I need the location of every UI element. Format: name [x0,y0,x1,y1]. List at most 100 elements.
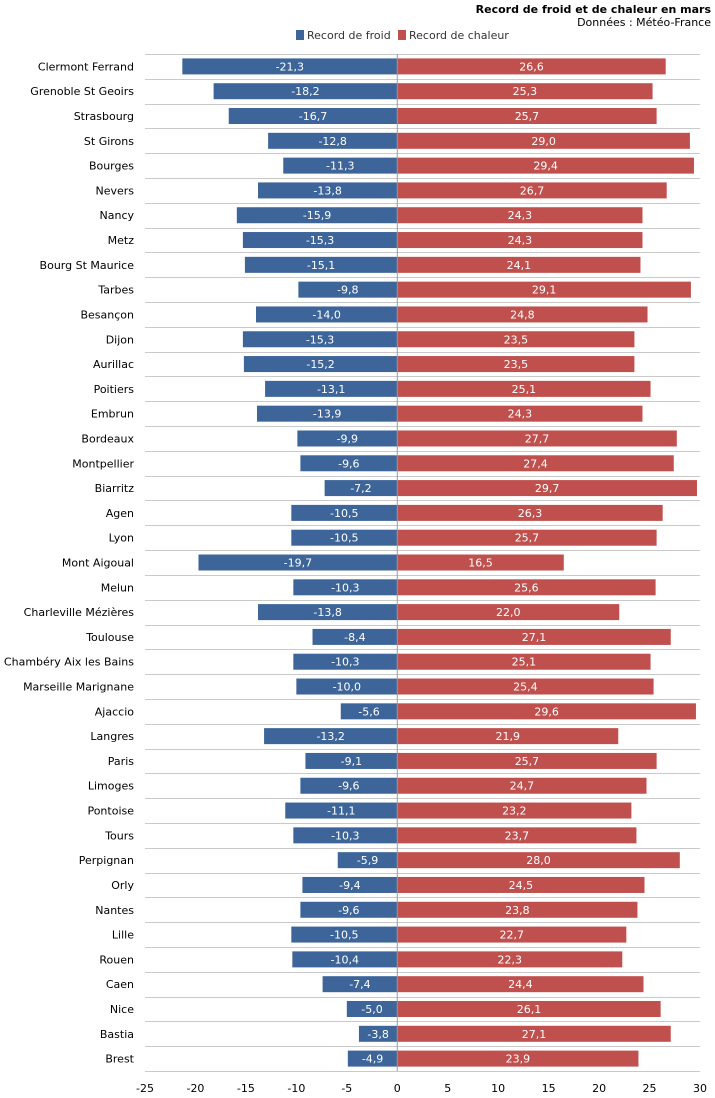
bar-value-hot: 25,1 [512,383,537,396]
category-label: Bastia [100,1028,134,1041]
bar-cold [291,529,398,546]
category-label: Caen [106,978,134,991]
category-label: Chambéry Aix les Bains [4,656,134,669]
bar-cold [285,802,398,819]
bar-hot [397,83,653,100]
bar-value-hot: 23,9 [506,1053,531,1066]
category-label: Limoges [88,780,134,793]
legend-swatch-cold [296,30,304,40]
bar-cold [300,455,398,472]
bar-value-hot: 26,7 [520,184,545,197]
bar-value-cold: -11,1 [327,805,355,818]
category-label: Strasbourg [74,110,134,123]
bar-value-cold: -10,5 [330,532,358,545]
x-tick-label: -25 [136,1082,154,1095]
bar-cold [296,678,398,695]
bar-value-hot: 25,7 [515,532,540,545]
bar-hot [397,306,648,323]
bar-value-hot: 24,7 [510,780,535,793]
x-tick-label: -5 [341,1082,352,1095]
category-label: Dijon [106,333,134,346]
category-label: Bourges [89,160,134,173]
bar-value-hot: 24,1 [507,259,532,272]
bar-cold [297,430,398,447]
bar-value-cold: -21,3 [276,60,304,73]
bar-hot [397,58,666,75]
bar-value-hot: 26,6 [519,60,544,73]
bar-hot [397,876,645,893]
bar-value-hot: 21,9 [496,730,521,743]
legend-label-hot: Record de chaleur [409,29,509,42]
category-label: Toulouse [85,631,134,644]
bar-value-cold: -9,1 [341,755,362,768]
bar-hot [397,802,632,819]
bar-value-cold: -15,1 [307,259,335,272]
bar-value-cold: -13,2 [316,730,344,743]
bar-hot [397,480,697,497]
bar-cold [298,281,398,298]
bar-value-hot: 23,5 [504,358,529,371]
category-label: Melun [101,581,134,594]
x-tick-label: 25 [643,1082,657,1095]
bar-cold [358,1025,398,1042]
bar-cold [312,628,398,645]
bar-cold [257,405,398,422]
bar-cold [213,83,398,100]
category-label: Montpellier [72,457,134,470]
x-tick-label: -15 [237,1082,255,1095]
bar-value-cold: -5,6 [358,705,379,718]
bar-cold [291,926,398,943]
category-label: Poitiers [94,383,135,396]
bar-value-cold: -8,4 [344,631,365,644]
bar-value-cold: -14,0 [312,308,340,321]
bar-value-hot: 29,7 [535,482,560,495]
bar-hot [397,132,690,149]
bar-value-hot: 25,7 [515,110,540,123]
bar-hot [397,976,644,993]
category-label: Ajaccio [95,705,134,718]
bar-value-hot: 24,3 [508,209,533,222]
bar-value-cold: -10,5 [330,929,358,942]
bar-value-cold: -7,4 [349,978,370,991]
category-label: Embrun [91,408,134,421]
category-label: Rouen [99,953,134,966]
category-label: Biarritz [95,482,135,495]
bar-value-hot: 24,4 [508,978,533,991]
category-label: Marseille Marignane [23,681,134,694]
bar-value-hot: 25,6 [514,581,539,594]
bar-cold [337,852,398,869]
bars: -21,3 26,6 -18,2 25,3 -16,7 25,7 -12,8 29,0 -11,… [182,54,697,1071]
bar-value-cold: -9,6 [338,904,359,917]
bar-value-cold: -13,8 [313,184,341,197]
category-label: Grenoble St Geoirs [30,85,134,98]
bar-value-hot: 25,3 [513,85,538,98]
x-axis: -25 -20 -15 -10 -5 0 5 10 15 20 25 30 [136,1082,707,1095]
category-label: Mont Aigoual [62,557,134,570]
category-label: Agen [106,507,134,520]
bar-value-cold: -11,3 [326,160,354,173]
bar-hot [397,455,674,472]
bar-cold [293,827,398,844]
x-tick-label: 15 [542,1082,556,1095]
category-label: Metz [108,234,135,247]
bar-hot [397,380,651,397]
bar-value-cold: -15,9 [303,209,331,222]
bar-value-hot: 29,4 [533,160,558,173]
bar-hot [397,157,694,174]
category-label: Nice [110,1003,134,1016]
bar-value-cold: -5,9 [357,854,378,867]
bar-cold [182,58,398,75]
bar-value-hot: 23,5 [504,333,529,346]
bar-value-cold: -16,7 [299,110,327,123]
category-label: Orly [111,879,134,892]
bar-hot [397,777,647,794]
bar-cold [242,232,398,249]
bar-value-cold: -9,9 [337,432,358,445]
bar-value-hot: 25,1 [512,656,537,669]
chart-subtitle: Données : Météo-France [577,16,711,29]
category-label: Nancy [100,209,135,222]
category-label: Paris [108,755,134,768]
x-tick-label: -20 [186,1082,204,1095]
bar-hot [397,678,654,695]
bar-cold [347,1050,398,1067]
